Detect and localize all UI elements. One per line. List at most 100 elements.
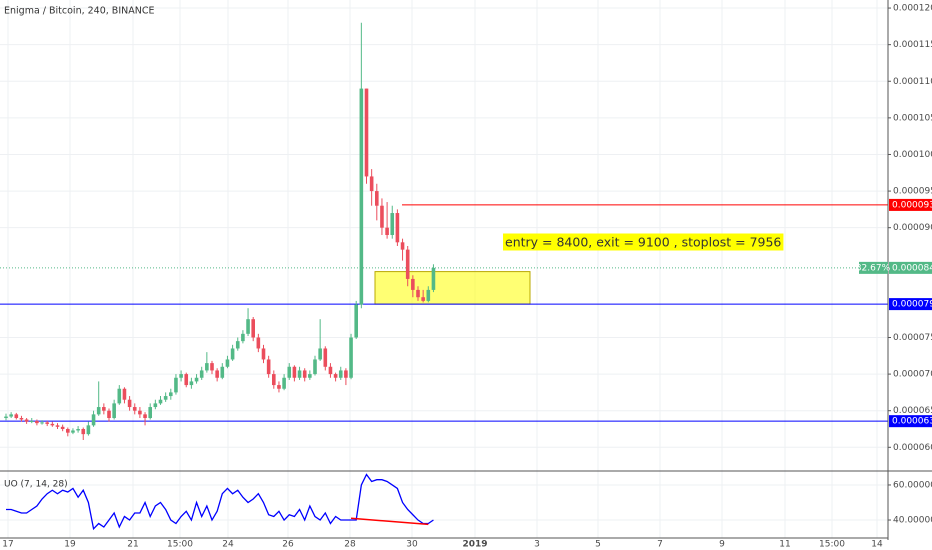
candle-body [19,418,24,420]
candle [174,374,178,395]
candle-body [50,423,55,426]
candle-body [107,410,111,419]
candle [318,319,322,361]
y-tick-label: 60.00000 [893,480,932,490]
candle [163,392,168,402]
candle [91,410,96,427]
candle [71,428,75,435]
y-tick-label: 0.00006000 [893,443,932,453]
x-tick-label: 11 [779,540,790,550]
candle-body [359,88,364,305]
candle [266,355,271,378]
candle [76,426,80,433]
candle [421,289,425,303]
candle [143,412,147,426]
candle [132,403,137,415]
candle [246,308,250,337]
candle-body [287,366,292,378]
candle-body [122,388,127,400]
candle-body [261,348,266,360]
last-price-label: 0.00008451 [892,263,932,273]
candle-body [328,366,333,375]
candle-body [400,242,405,250]
y-tick-label: 0.00006500 [893,406,932,416]
candle [364,88,369,184]
oscillator-name: UO (7, 14, 28) [4,480,68,490]
candle-body [292,366,297,378]
candle [380,198,384,235]
x-tick-label: 17 [2,540,13,550]
candle [292,365,297,382]
candle [272,370,276,389]
candle [215,368,219,382]
candle-body [349,337,353,378]
candle-body [375,191,379,206]
candle [241,330,245,344]
candle-body [143,414,147,419]
candle [29,418,34,424]
candle [4,413,8,421]
candle [344,368,348,386]
candle [35,419,39,426]
candle [50,421,55,427]
candle-body [364,88,369,177]
candle [333,372,338,382]
candle-body [153,403,158,408]
candle-body [354,304,358,338]
x-tick-label: 15:00 [819,540,845,550]
candle [426,286,431,303]
candle [138,407,142,419]
candle-body [215,370,219,378]
candle [199,366,204,380]
candle-body [308,374,312,378]
candle-body [66,429,70,433]
candle-body [96,407,101,415]
candle-body [117,388,122,404]
candle-body [338,370,343,378]
candle [277,381,281,393]
chart-title: Enigma / Bitcoin, 240, BINANCE [4,6,154,17]
candle [40,420,44,425]
candle [302,368,307,382]
candle [230,344,235,361]
candle-body [102,407,106,411]
candle-body [225,359,230,367]
annotation-background [503,233,784,251]
candle [323,346,328,371]
candle-body [24,419,29,422]
candle [107,408,111,422]
candle-body [132,407,137,411]
axes: 17 19 21 15:00 24 26 28 30 2019 3 5 7 9 11 15:00 14 0.00… [2,4,932,550]
candle [189,377,194,389]
y-tick-label: 0.00010000 [893,150,932,160]
grid [0,0,888,538]
candle [251,316,255,342]
candle-body [272,374,276,386]
candle-body [421,297,425,301]
plot: entry = 8400, exit = 9100 , stoplost = 7… [0,22,888,531]
candle [375,183,379,221]
annotation-text: entry = 8400, exit = 9100 , stoplost = 7… [505,235,781,250]
candle [179,370,183,382]
candle-body [302,370,307,378]
y-tick-label: 0.00009500 [893,187,932,197]
x-tick-label: 9 [719,540,725,550]
level-price-tag [889,415,932,428]
y-tick-label: 0.00011000 [893,77,932,87]
level-price-tag [889,298,932,311]
candle-body [416,289,420,298]
annotation-box [374,271,531,305]
candle [148,403,152,420]
candle-body [323,348,328,367]
candle-body [395,213,400,243]
y-tick-label: 0.00009000 [893,223,932,233]
candle-body [390,213,395,235]
candle [282,374,286,391]
y-tick-label: 0.00007500 [893,333,932,343]
candle-body [45,422,49,424]
candle [416,286,420,301]
candle [297,366,302,380]
candle [220,363,225,380]
candle-body [246,319,250,334]
x-tick-label: 19 [64,540,76,550]
